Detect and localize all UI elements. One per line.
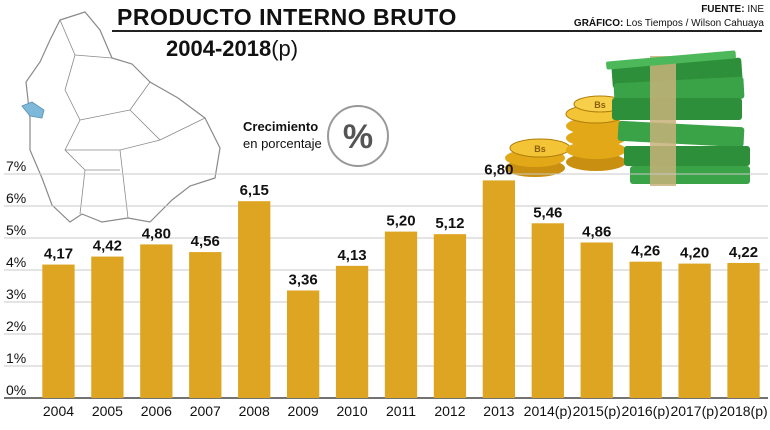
bar-value-label: 6,80	[484, 161, 513, 178]
x-tick-label: 2009	[288, 403, 319, 419]
bar	[286, 290, 320, 398]
bar-value-label: 4,20	[680, 245, 709, 262]
x-tick-label: 2010	[336, 403, 367, 419]
y-tick-label: 6%	[6, 190, 26, 206]
x-tick-label: 2013	[483, 403, 514, 419]
y-tick-label: 4%	[6, 254, 26, 270]
x-axis: 2004 2005 2006 2007 2008 2009 2010 2011 2012 2013…	[43, 403, 768, 419]
bar-value-label: 6,15	[240, 182, 269, 199]
bar	[91, 256, 124, 398]
page-subtitle: 2004-2018(p)	[166, 36, 299, 61]
x-tick-label: 2008	[239, 403, 270, 419]
y-tick-label: 3%	[6, 286, 26, 302]
bar	[189, 252, 222, 398]
title-underline	[112, 30, 762, 32]
x-tick-label: 2018(p)	[719, 403, 767, 419]
bar	[140, 244, 173, 398]
banknotes-icon	[606, 50, 750, 186]
bar	[629, 261, 662, 398]
bar	[678, 263, 711, 398]
coins-icon: Bs Bs	[505, 95, 627, 177]
y-tick-label: 5%	[6, 222, 26, 238]
bar-value-label: 4,80	[142, 225, 171, 242]
bar	[531, 223, 564, 398]
y-tick-label: 7%	[6, 158, 26, 174]
y-tick-label: 1%	[6, 350, 26, 366]
x-tick-label: 2015(p)	[573, 403, 621, 419]
bar-value-label: 4,26	[631, 243, 660, 260]
y-axis: 0% 1% 2% 3% 4% 5% 6% 7%	[6, 158, 26, 398]
bar-value-label: 5,20	[386, 213, 415, 230]
bar-value-label: 5,12	[435, 215, 464, 232]
bar	[384, 231, 418, 398]
bar-value-label: 4,17	[44, 246, 73, 263]
source-credits: FUENTE: INE GRÁFICO: Los Tiempos / Wilso…	[573, 4, 764, 29]
bar	[482, 180, 516, 398]
chart-bars	[42, 180, 760, 398]
percent-circle-icon: %	[327, 105, 389, 167]
svg-text:Bs: Bs	[594, 100, 606, 110]
bar	[335, 265, 369, 398]
x-tick-label: 2012	[434, 403, 465, 419]
x-tick-label: 2017(p)	[670, 403, 718, 419]
bar-value-label: 4,42	[93, 238, 122, 255]
x-tick-label: 2014(p)	[524, 403, 572, 419]
bar-value-label: 4,86	[582, 223, 611, 240]
x-tick-label: 2016(p)	[622, 403, 670, 419]
x-tick-label: 2004	[43, 403, 74, 419]
bar-value-label: 4,13	[337, 247, 366, 264]
bar	[433, 234, 467, 398]
y-tick-label: 0%	[6, 382, 26, 398]
x-tick-label: 2011	[386, 403, 416, 419]
bar	[238, 201, 271, 398]
bolivia-map-icon	[21, 11, 221, 223]
x-tick-label: 2005	[92, 403, 123, 419]
svg-text:Bs: Bs	[534, 144, 546, 154]
bar	[42, 264, 75, 398]
chart-labels: 4,17 4,42 4,80 4,56 6,15 3,36 4,13 5,20 5,12 6,80…	[44, 161, 758, 288]
bar	[580, 242, 613, 398]
bar	[727, 262, 760, 398]
bar-value-label: 4,22	[729, 244, 758, 261]
x-tick-label: 2006	[141, 403, 172, 419]
growth-annotation: Crecimiento en porcentaje	[243, 119, 322, 151]
bar-value-label: 5,46	[533, 204, 562, 221]
bar-value-label: 3,36	[289, 271, 318, 288]
y-tick-label: 2%	[6, 318, 26, 334]
page-title: PRODUCTO INTERNO BRUTO	[117, 4, 457, 30]
bar-value-label: 4,56	[191, 233, 220, 250]
svg-text:%: %	[343, 118, 373, 156]
x-tick-label: 2007	[190, 403, 221, 419]
